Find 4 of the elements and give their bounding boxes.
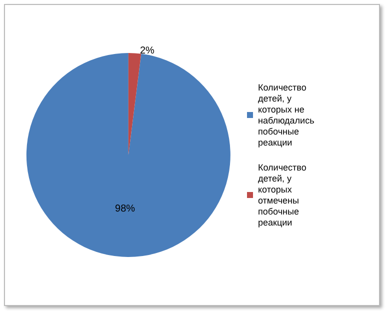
legend-label: Количество детей, у которых отмечены побочные реакции [258, 162, 309, 228]
data-label: 2% [140, 46, 155, 57]
data-label: 98% [115, 203, 136, 214]
legend-label: Количество детей, у которых не наблюдались побочные реакции [258, 82, 317, 148]
